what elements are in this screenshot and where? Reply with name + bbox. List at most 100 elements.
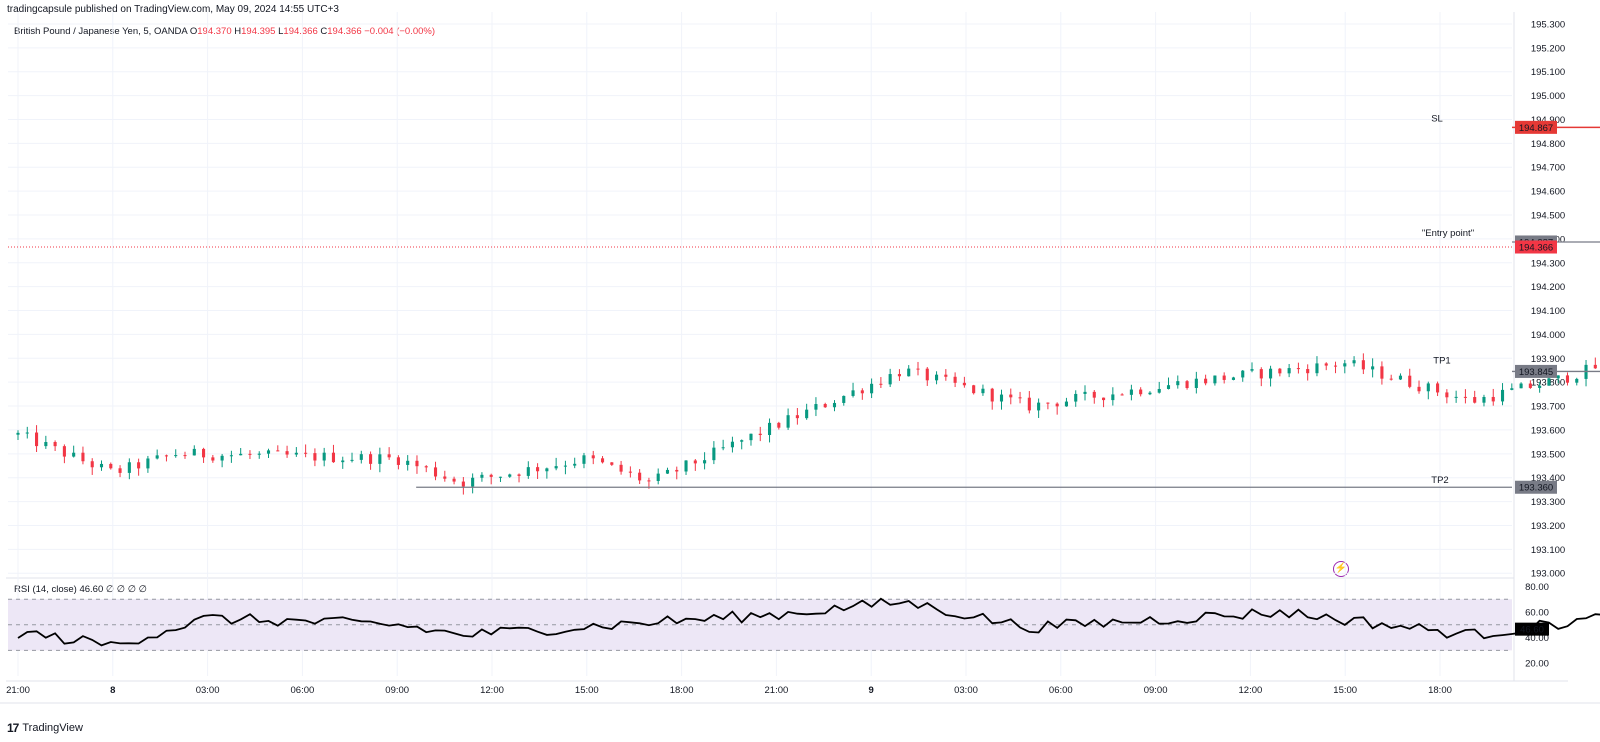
- candle-body: [1287, 368, 1291, 374]
- candle-body: [684, 460, 688, 472]
- candle-body: [1371, 366, 1375, 370]
- price-badge-tp2: [1515, 480, 1557, 494]
- candle-body: [573, 463, 577, 466]
- candle-body: [1194, 378, 1198, 389]
- candle-body: [1009, 394, 1013, 398]
- price-tick-label: 193.200: [1531, 521, 1565, 532]
- candle-body: [480, 474, 484, 478]
- candle-body: [35, 432, 39, 447]
- low-value: 194.366: [283, 26, 318, 37]
- price-badge-label: 193.360: [1519, 483, 1553, 494]
- candle-body: [916, 368, 920, 370]
- time-tick-label: 21:00: [765, 685, 789, 696]
- high-label: H: [234, 26, 242, 37]
- candle-body: [137, 462, 141, 469]
- lightning-alert-icon[interactable]: ⚡: [1333, 561, 1349, 577]
- candle-body: [508, 474, 512, 477]
- candle-body: [1315, 363, 1319, 374]
- candle-body: [109, 463, 113, 469]
- candle-body: [127, 462, 131, 473]
- candle-body: [90, 461, 94, 468]
- candle-body: [229, 455, 233, 457]
- price-tick-label: 194.700: [1531, 163, 1565, 174]
- rsi-line: [17, 597, 1600, 647]
- candle-body: [582, 455, 586, 464]
- candle-body: [1027, 397, 1031, 411]
- price-tick-label: 193.600: [1531, 425, 1565, 436]
- candle-body: [545, 468, 549, 472]
- candle-body: [638, 472, 642, 481]
- price-tick-label: 194.100: [1531, 306, 1565, 317]
- time-tick-label: 09:00: [385, 685, 409, 696]
- candle-body: [767, 422, 772, 436]
- rsi-extras: ∅ ∅ ∅ ∅: [105, 584, 147, 595]
- candle-body: [1510, 388, 1514, 390]
- candle-body: [220, 455, 224, 461]
- time-tick-label: 15:00: [575, 685, 599, 696]
- candle-body: [62, 446, 66, 457]
- candle-body: [842, 395, 846, 403]
- candle-body: [1083, 391, 1087, 394]
- candle-body: [396, 457, 400, 465]
- low-label: L: [278, 26, 284, 37]
- candle-body: [897, 374, 901, 377]
- candle-body: [118, 468, 122, 473]
- time-tick-label: 21:00: [6, 685, 30, 696]
- candle-body: [146, 458, 150, 469]
- candle-body: [610, 462, 614, 465]
- rsi-label: RSI (14, close): [14, 584, 77, 595]
- price-badge-sl: [1515, 120, 1557, 134]
- candle-body: [1092, 391, 1096, 398]
- candle-body: [1296, 368, 1300, 370]
- candle-body: [1018, 397, 1022, 399]
- symbol-title[interactable]: British Pound / Japanese Yen, 5, OANDA: [14, 26, 188, 37]
- candle-body: [1333, 365, 1338, 367]
- time-tick-label: 12:00: [480, 685, 504, 696]
- candle-body: [870, 383, 874, 394]
- candle-body: [359, 454, 363, 460]
- publisher-header: tradingcapsule published on TradingView.…: [7, 4, 339, 15]
- candle-body: [192, 448, 196, 456]
- candle-body: [1491, 396, 1495, 402]
- footer-brand[interactable]: 17 TradingView: [7, 721, 83, 735]
- candle-body: [406, 460, 410, 465]
- candle-body: [16, 432, 20, 435]
- rsi-value-badge-label: 46.60: [1520, 625, 1544, 636]
- price-tick-label: 193.700: [1531, 402, 1565, 413]
- candle-body: [433, 467, 438, 477]
- candle-body: [972, 385, 976, 394]
- level-label-sl: SL: [1431, 113, 1443, 124]
- tradingview-logo-icon: 17: [7, 721, 19, 735]
- candle-body: [81, 452, 85, 462]
- level-label-tp2: TP2: [1431, 475, 1448, 486]
- time-tick-label: 15:00: [1333, 685, 1357, 696]
- candle-body: [851, 390, 855, 396]
- candle-body: [266, 450, 271, 454]
- candle-body: [999, 394, 1004, 402]
- rsi-value: 46.60: [79, 584, 104, 595]
- time-tick-label: 06:00: [291, 685, 315, 696]
- price-badge-label: 194.867: [1519, 123, 1553, 134]
- open-value: 194.370: [197, 26, 232, 37]
- candle-body: [1389, 378, 1393, 380]
- rsi-legend[interactable]: RSI (14, close) 46.60 ∅ ∅ ∅ ∅: [14, 584, 147, 595]
- candle-body: [99, 463, 104, 468]
- candle-body: [758, 433, 762, 436]
- last-price-badge: [1515, 240, 1557, 254]
- candle-body: [331, 452, 336, 463]
- candle-body: [1250, 369, 1254, 371]
- candle-body: [304, 452, 308, 454]
- candle-body: [721, 447, 725, 449]
- candle-body: [1176, 381, 1180, 386]
- candle-body: [1593, 364, 1597, 369]
- time-tick-label: 9: [869, 685, 874, 696]
- candle-body: [536, 467, 540, 472]
- time-tick-label: 18:00: [670, 685, 694, 696]
- candle-body: [1120, 394, 1124, 396]
- candle-body: [1445, 392, 1449, 398]
- candle-body: [350, 459, 354, 461]
- candle-body: [1185, 381, 1189, 389]
- price-tick-label: 193.100: [1531, 545, 1565, 556]
- candle-body: [1055, 403, 1059, 407]
